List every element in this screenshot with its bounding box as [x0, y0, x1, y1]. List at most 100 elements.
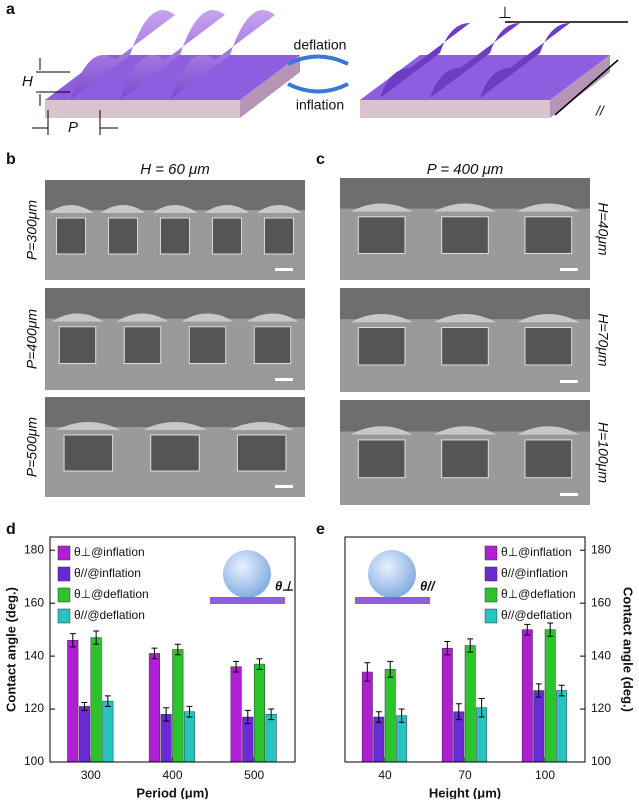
sem-ridge	[152, 205, 198, 213]
y-tick-label: 140	[591, 648, 611, 662]
bar	[172, 649, 184, 763]
x-tick-label: 70	[458, 768, 472, 782]
y-tick-label: 180	[24, 542, 44, 556]
bar	[544, 629, 556, 763]
y-tick-label: 160	[24, 595, 44, 609]
error-bar	[81, 701, 88, 711]
error-bar	[398, 708, 405, 723]
sem-ridge	[517, 203, 580, 212]
legend-swatch	[57, 587, 71, 603]
panel-label: b	[6, 151, 16, 168]
legend-label: θ//@inflation	[74, 566, 141, 580]
error-bar	[104, 695, 111, 707]
error-bar	[444, 641, 451, 656]
sem-top	[45, 288, 305, 319]
legend-label: θ//@deflation	[74, 608, 145, 622]
deflation-label: deflation	[294, 37, 347, 53]
bar	[373, 716, 385, 763]
sem-ridge	[204, 205, 250, 213]
sem-ridge	[100, 205, 146, 213]
y-tick-label: 140	[24, 648, 44, 662]
sem-ridge	[350, 426, 413, 435]
sem-hole	[263, 217, 295, 255]
bar	[67, 639, 79, 763]
legend-label: θ⊥@deflation	[74, 587, 149, 601]
panel-label: d	[6, 521, 16, 538]
row-label: H=40μm	[595, 202, 611, 256]
error-bar	[163, 707, 170, 722]
scale-bar	[275, 378, 293, 381]
x-axis-label: Period (μm)	[136, 785, 208, 799]
sem-hole	[188, 326, 227, 364]
plot-frame	[49, 536, 296, 763]
legend-label: θ⊥@deflation	[501, 587, 576, 601]
y-axis-label: Contact angle (deg.)	[621, 587, 636, 712]
legend-swatch	[57, 545, 71, 561]
sem-hole	[253, 326, 292, 364]
sem-ridge	[433, 314, 497, 323]
inset-angle: θ⊥	[275, 578, 294, 593]
row-label: H=100μm	[595, 422, 611, 483]
scale-bar	[275, 268, 293, 271]
period-label: P	[68, 119, 78, 136]
sem-ridge	[48, 205, 94, 213]
error-bar	[547, 622, 554, 637]
error-bar	[455, 703, 462, 721]
sem-hole	[357, 439, 406, 479]
y-tick-label: 100	[24, 754, 44, 768]
panel-label: c	[316, 151, 325, 168]
sem-hole	[211, 217, 243, 255]
y-tick-label: 180	[591, 542, 611, 556]
sem-hole	[524, 439, 573, 479]
inset-angle: θ//	[420, 578, 436, 593]
y-axis-label: Contact angle (deg.)	[3, 587, 18, 712]
sem-ridge	[433, 203, 497, 212]
sem-hole	[441, 327, 489, 366]
bar	[102, 700, 114, 763]
bar	[160, 714, 172, 763]
error-bar	[387, 660, 394, 678]
error-bar	[467, 638, 474, 653]
legend-swatch	[484, 587, 498, 603]
sem-ridge	[517, 426, 580, 435]
height-label: H	[22, 73, 33, 90]
sem-hole	[159, 217, 191, 255]
sem-hole	[55, 217, 87, 255]
sem-hole	[524, 216, 573, 254]
sem-ridge	[256, 205, 302, 213]
sem-hole	[441, 439, 489, 479]
y-tick-label: 100	[591, 754, 611, 768]
substrate	[210, 597, 285, 604]
sem-ridge	[229, 422, 294, 430]
sem-ridge	[51, 313, 104, 322]
sem-ridge	[142, 422, 208, 430]
panel-a-drawing	[32, 10, 628, 135]
x-axis-label: Height (μm)	[429, 785, 501, 799]
sem-hole	[123, 326, 162, 364]
para-label: //	[595, 103, 606, 119]
bar	[265, 714, 277, 763]
bar	[464, 645, 476, 763]
sem-ridge	[350, 203, 413, 212]
x-tick-label: 300	[81, 768, 101, 782]
error-bar	[524, 623, 531, 636]
bar	[533, 690, 545, 763]
scale-bar	[560, 268, 578, 271]
x-tick-label: 500	[244, 768, 264, 782]
bar	[230, 666, 242, 763]
legend-swatch	[484, 608, 498, 624]
droplet	[223, 550, 271, 598]
error-bar	[186, 705, 193, 718]
sem-hole	[150, 434, 200, 472]
bar	[148, 653, 161, 763]
sem-hole	[58, 326, 97, 364]
sem-ridge	[116, 313, 169, 322]
error-bar	[244, 709, 251, 725]
plot-frame	[344, 536, 586, 763]
row-label: P=300μm	[24, 200, 40, 261]
bar	[90, 637, 102, 763]
y-tick-label: 120	[24, 701, 44, 715]
x-tick-label: 40	[378, 768, 392, 782]
bar	[556, 690, 568, 763]
